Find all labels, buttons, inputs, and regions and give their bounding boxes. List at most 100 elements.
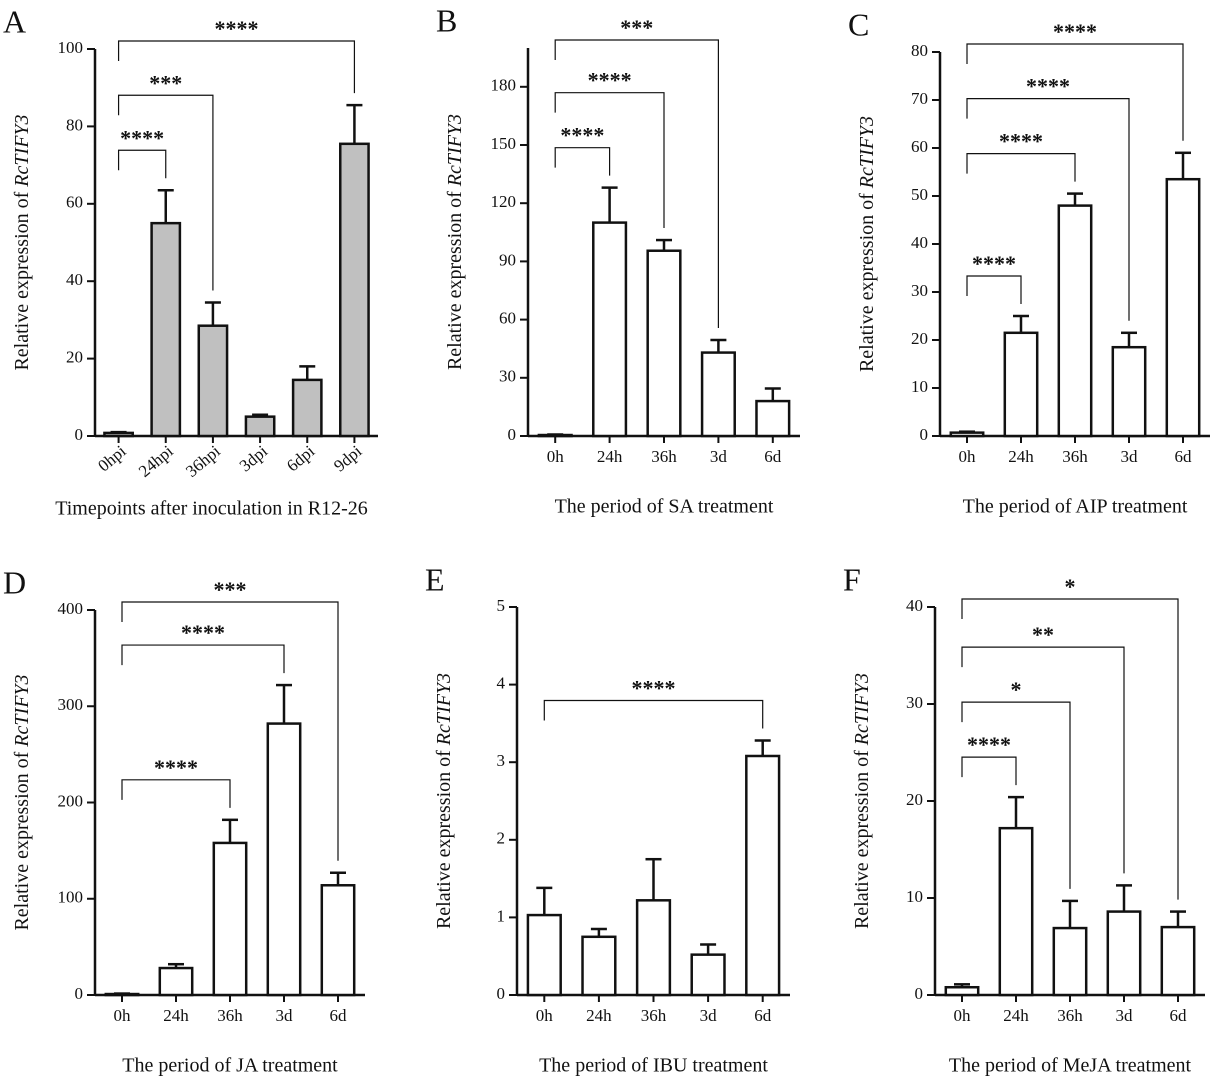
panel: D Relative expression of RcTIFY3 The perio… xyxy=(3,564,365,1077)
x-tick-label: 3d xyxy=(1116,1006,1134,1025)
x-tick-label: 36h xyxy=(651,447,677,466)
significance-bracket xyxy=(966,97,1130,321)
x-tick-label: 36hpi xyxy=(182,441,224,481)
y-tick-label: 70 xyxy=(911,89,928,108)
panel: C Relative expression of RcTIFY3 The perio… xyxy=(848,6,1210,518)
x-tick-label: 0hpi xyxy=(94,441,130,475)
significance-label: **** xyxy=(560,123,604,148)
significance-bracket xyxy=(121,779,231,808)
significance-bracket xyxy=(543,699,764,729)
y-axis-label: Relative expression of RcTIFY3 xyxy=(856,116,878,372)
x-tick-label: 3d xyxy=(710,447,728,466)
y-tick-label: 120 xyxy=(491,192,517,211)
x-tick-label: 24h xyxy=(586,1006,612,1025)
significance-bracket xyxy=(966,153,1076,182)
panel: B Relative expression of RcTIFY3 The perio… xyxy=(436,2,800,518)
bar xyxy=(339,142,370,438)
y-tick-label: 0 xyxy=(75,425,84,444)
x-axis-label: The period of MeJA treatment xyxy=(949,1055,1192,1077)
y-axis-label: Relative expression of RcTIFY3 xyxy=(433,673,455,929)
y-axis-label-text: Relative expression of xyxy=(851,750,873,929)
y-tick-label: 2 xyxy=(497,829,506,848)
bar xyxy=(150,221,182,438)
significance-label: **** xyxy=(215,16,259,41)
y-axis-label-gene: RcTIFY3 xyxy=(11,674,33,747)
panel-letter: E xyxy=(425,561,445,597)
significance-label: *** xyxy=(620,15,653,40)
y-tick-label: 40 xyxy=(911,233,928,252)
y-tick-label: 200 xyxy=(58,791,84,810)
y-tick-label: 30 xyxy=(906,693,923,712)
x-axis-label: The period of JA treatment xyxy=(122,1055,338,1077)
panel-letter: B xyxy=(436,2,457,38)
y-tick-label: 4 xyxy=(497,674,506,693)
significance-label: **** xyxy=(972,251,1016,276)
bar xyxy=(1057,204,1093,438)
x-axis-label: The period of SA treatment xyxy=(555,496,774,518)
significance-bracket xyxy=(961,646,1125,874)
x-tick-label: 3d xyxy=(1121,447,1139,466)
significance-label: *** xyxy=(214,577,247,602)
x-tick-label: 6d xyxy=(330,1006,348,1025)
x-axis-label: Timepoints after inoculation in R12-26 xyxy=(55,498,368,520)
significance-label: **** xyxy=(1026,74,1070,99)
y-axis-label-text: Relative expression of xyxy=(11,751,33,930)
y-tick-label: 20 xyxy=(906,790,923,809)
significance-bracket xyxy=(121,644,285,674)
x-tick-label: 6d xyxy=(1175,447,1193,466)
significance-label: *** xyxy=(149,70,182,95)
x-tick-label: 6d xyxy=(1170,1006,1188,1025)
significance-label: **** xyxy=(999,129,1043,154)
y-tick-label: 40 xyxy=(66,270,83,289)
y-tick-label: 100 xyxy=(58,888,84,907)
bar xyxy=(745,754,781,997)
y-axis-label: Relative expression of RcTIFY3 xyxy=(444,114,466,370)
bar xyxy=(197,324,229,438)
y-tick-label: 50 xyxy=(911,185,928,204)
significance-bracket xyxy=(121,601,339,861)
x-tick-label: 36h xyxy=(217,1006,243,1025)
y-tick-label: 0 xyxy=(920,425,929,444)
bar xyxy=(998,826,1034,997)
y-tick-label: 80 xyxy=(66,115,83,134)
y-tick-label: 150 xyxy=(491,134,517,153)
y-tick-label: 60 xyxy=(911,137,928,156)
significance-label: **** xyxy=(120,125,164,150)
panel-letter: C xyxy=(848,6,869,42)
y-axis-label: Relative expression of RcTIFY3 xyxy=(11,114,33,370)
bar xyxy=(755,399,791,438)
y-tick-label: 100 xyxy=(58,38,84,57)
significance-bracket xyxy=(554,147,611,176)
bar xyxy=(646,249,682,438)
x-tick-label: 3dpi xyxy=(236,441,272,475)
x-tick-label: 24h xyxy=(597,447,623,466)
x-tick-label: 36h xyxy=(641,1006,667,1025)
y-axis-label-gene: RcTIFY3 xyxy=(856,116,878,189)
x-tick-label: 24hpi xyxy=(135,441,177,481)
y-tick-label: 20 xyxy=(911,329,928,348)
significance-bracket xyxy=(961,598,1179,900)
y-axis-label-text: Relative expression of xyxy=(444,191,466,370)
y-axis-label: Relative expression of RcTIFY3 xyxy=(851,673,873,929)
panel-letter: F xyxy=(843,561,861,597)
x-tick-label: 6dpi xyxy=(283,441,319,475)
x-tick-label: 0h xyxy=(959,447,977,466)
y-tick-label: 10 xyxy=(906,887,923,906)
bar xyxy=(212,841,248,997)
significance-bracket xyxy=(554,92,665,229)
y-tick-label: 0 xyxy=(75,984,84,1003)
significance-label: **** xyxy=(1053,19,1097,44)
x-tick-label: 3d xyxy=(700,1006,718,1025)
y-axis-label-text: Relative expression of xyxy=(11,191,33,370)
y-tick-label: 400 xyxy=(58,599,84,618)
bar xyxy=(944,985,980,997)
panel: E Relative expression of RcTIFY3 The perio… xyxy=(425,561,790,1077)
y-tick-label: 1 xyxy=(497,906,506,925)
y-axis-label-gene: RcTIFY3 xyxy=(444,114,466,187)
significance-label: **** xyxy=(181,620,225,645)
y-axis-label: Relative expression of RcTIFY3 xyxy=(11,674,33,930)
y-tick-label: 30 xyxy=(499,367,516,386)
panel: A Relative expression of RcTIFY3 Timepoint… xyxy=(3,3,378,520)
x-tick-label: 0h xyxy=(536,1006,554,1025)
significance-bracket xyxy=(961,756,1017,786)
